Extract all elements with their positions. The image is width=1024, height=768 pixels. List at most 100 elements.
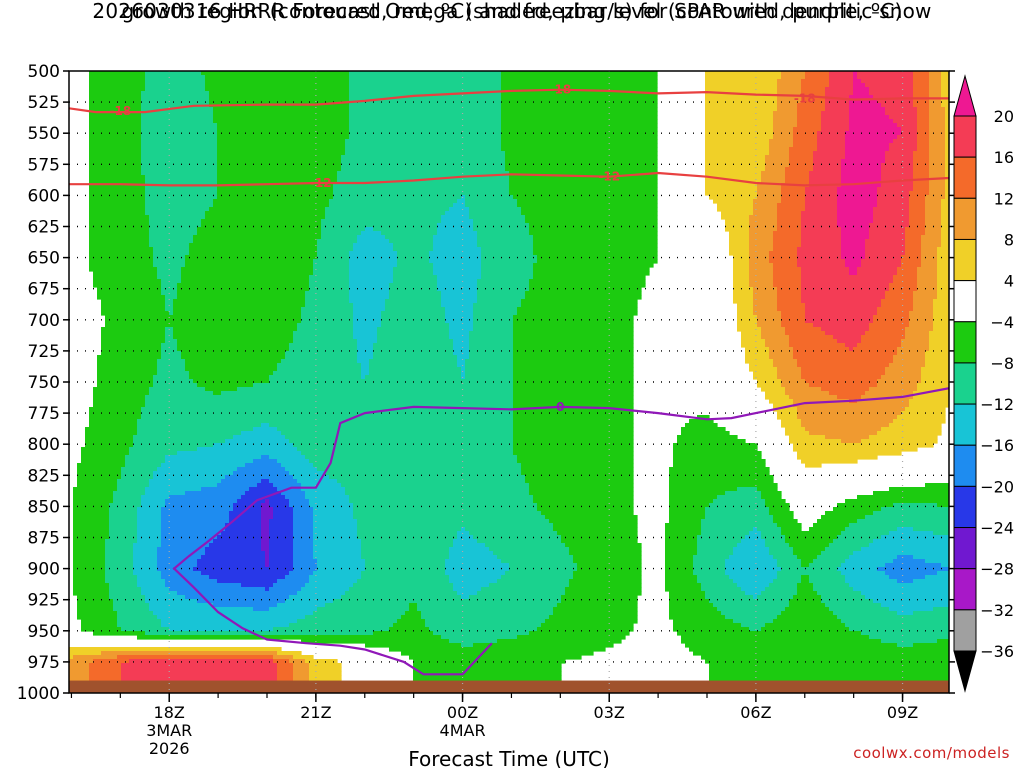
omega-cell	[913, 183, 930, 188]
omega-cell	[305, 295, 350, 300]
omega-cell	[433, 243, 478, 248]
omega-cell	[361, 367, 370, 372]
omega-cell	[761, 627, 850, 632]
omega-cell	[685, 643, 898, 648]
omega-cell	[793, 595, 822, 600]
omega-cell	[913, 75, 930, 80]
omega-cell	[445, 211, 470, 216]
omega-cell	[777, 107, 798, 112]
omega-cell	[121, 663, 278, 668]
omega-cell	[897, 347, 930, 352]
omega-cell	[269, 531, 294, 536]
omega-cell	[201, 223, 322, 228]
omega-cell	[885, 159, 914, 164]
omega-cell	[313, 535, 358, 540]
omega-cell	[797, 111, 822, 116]
omega-cell	[69, 667, 90, 672]
omega-cell	[349, 123, 502, 128]
omega-cell	[517, 203, 658, 208]
omega-cell	[745, 347, 770, 352]
omega-cell	[77, 599, 114, 604]
omega-cell	[553, 607, 638, 612]
omega-cell	[849, 267, 858, 272]
chart-title: 2026030316 HRRR Forecast Omega (shaded, …	[92, 0, 932, 23]
omega-cell	[929, 179, 946, 184]
omega-cell	[853, 347, 898, 352]
omega-cell	[801, 283, 890, 288]
omega-cell	[761, 331, 786, 336]
omega-cell	[841, 571, 886, 576]
omega-cell	[109, 507, 138, 512]
omega-cell	[349, 287, 390, 292]
omega-cell	[253, 427, 278, 432]
omega-cell	[529, 279, 646, 284]
omega-cell	[673, 443, 758, 448]
omega-cell	[513, 347, 634, 352]
omega-cell	[941, 215, 949, 220]
omega-cell	[441, 299, 478, 304]
omega-cell	[945, 163, 949, 168]
omega-cell	[209, 575, 286, 580]
omega-cell	[349, 587, 454, 592]
x-tick-label: 2026	[149, 739, 190, 758]
omega-cell	[357, 239, 390, 244]
omega-cell	[217, 155, 342, 160]
omega-cell	[757, 187, 782, 192]
omega-cell	[513, 367, 634, 372]
omega-cell	[457, 199, 466, 204]
omega-cell	[165, 459, 254, 464]
omega-cell	[501, 111, 658, 116]
omega-cell	[185, 359, 282, 364]
omega-cell	[89, 415, 142, 420]
omega-cell	[705, 87, 778, 92]
omega-cell	[941, 219, 949, 224]
omega-cell	[757, 195, 782, 200]
omega-cell	[917, 283, 938, 288]
omega-cell	[929, 79, 942, 84]
y-tick-label: 650	[28, 249, 60, 269]
omega-cell	[145, 195, 218, 200]
omega-cell	[293, 675, 310, 680]
omega-cell	[501, 91, 658, 96]
omega-cell	[301, 487, 346, 492]
omega-cell	[773, 267, 802, 272]
omega-cell	[309, 275, 350, 280]
omega-cell	[825, 107, 850, 112]
omega-cell	[513, 375, 634, 380]
omega-cell	[185, 367, 278, 372]
omega-cell	[913, 291, 938, 296]
omega-cell	[785, 391, 830, 396]
omega-cell	[149, 219, 202, 224]
omega-cell	[797, 407, 906, 412]
omega-cell	[145, 175, 218, 180]
omega-cell	[873, 539, 949, 544]
omega-cell	[705, 123, 774, 128]
omega-cell	[73, 519, 110, 524]
omega-cell	[941, 243, 949, 248]
omega-cell	[929, 127, 946, 132]
omega-cell	[313, 527, 358, 532]
omega-cell	[885, 371, 922, 376]
omega-cell	[165, 295, 178, 300]
omega-cell	[189, 375, 270, 380]
omega-cell	[477, 591, 566, 596]
omega-cell	[349, 279, 394, 284]
omega-cell	[817, 139, 846, 144]
omega-cell	[149, 603, 214, 608]
omega-cell	[213, 119, 350, 124]
omega-cell	[905, 243, 922, 248]
colorbar-bin	[953, 362, 977, 405]
omega-cell	[217, 147, 346, 152]
omega-cell	[929, 183, 946, 188]
omega-cell	[109, 587, 142, 592]
omega-cell	[849, 111, 886, 116]
omega-cell	[509, 175, 658, 180]
omega-cell	[285, 467, 318, 472]
omega-cell	[913, 295, 938, 300]
omega-cell	[209, 543, 262, 548]
omega-cell	[161, 279, 182, 284]
omega-cell	[349, 95, 502, 100]
omega-cell	[913, 175, 930, 180]
omega-cell	[797, 247, 842, 252]
omega-cell	[73, 531, 110, 536]
